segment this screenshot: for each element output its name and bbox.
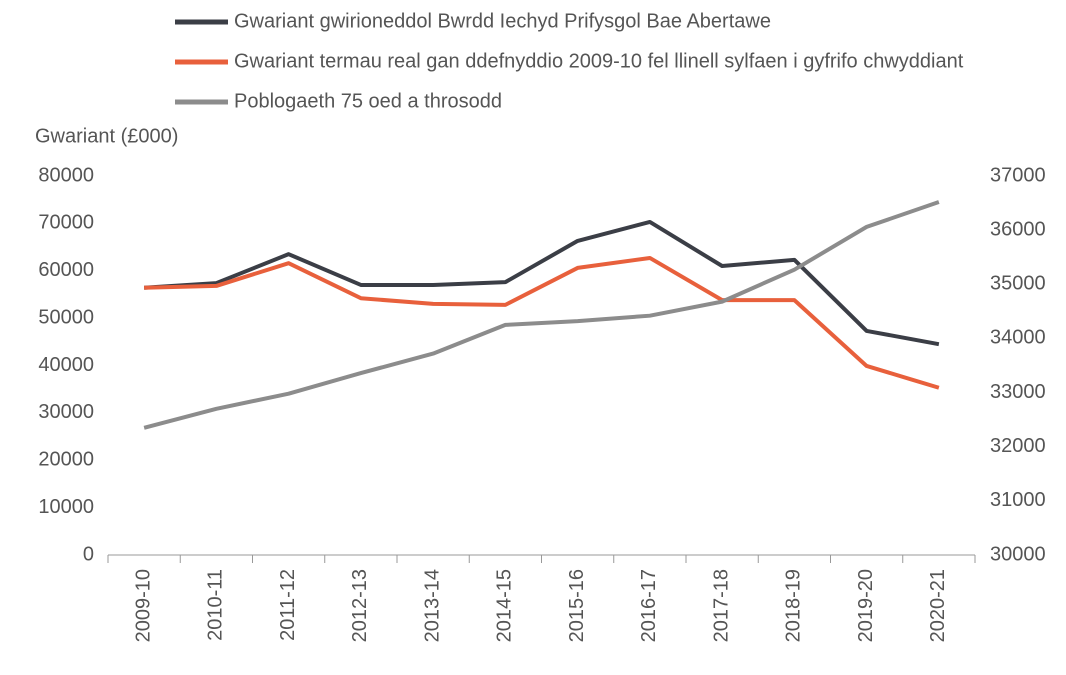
series-line bbox=[143, 219, 940, 347]
legend-label: Poblogaeth 75 oed a throsodd bbox=[234, 90, 502, 112]
y2-tick-label: 34000 bbox=[990, 327, 1046, 349]
y-tick-label: 40000 bbox=[38, 354, 94, 376]
x-tick-label: 2011-12 bbox=[277, 569, 299, 641]
y2-tick-label: 32000 bbox=[990, 435, 1046, 457]
x-tick-label: 2020-21 bbox=[927, 569, 949, 642]
x-tick-label: 2013-14 bbox=[421, 569, 443, 642]
y-tick-label: 70000 bbox=[38, 212, 94, 234]
y-tick-label: 0 bbox=[83, 543, 94, 565]
x-tick-label: 2017-18 bbox=[710, 569, 732, 642]
y2-tick-label: 35000 bbox=[990, 273, 1046, 295]
y-tick-label: 20000 bbox=[38, 449, 94, 471]
y-tick-label: 30000 bbox=[38, 401, 94, 423]
series-line bbox=[143, 200, 940, 430]
x-tick-label: 2016-17 bbox=[638, 569, 660, 642]
x-tick-label: 2019-20 bbox=[855, 569, 877, 642]
x-tick-label: 2010-11 bbox=[205, 569, 227, 641]
y2-tick-label: 33000 bbox=[990, 381, 1046, 403]
y-axis-label: Gwariant (£000) bbox=[35, 125, 178, 147]
x-tick-label: 2012-13 bbox=[349, 569, 371, 642]
legend-label: Gwariant termau real gan ddefnyddio 2009… bbox=[234, 50, 964, 72]
x-tick-label: 2015-16 bbox=[566, 569, 588, 642]
series-line bbox=[144, 255, 940, 390]
y2-tick-label: 36000 bbox=[990, 218, 1046, 240]
x-tick-label: 2009-10 bbox=[132, 569, 154, 642]
y2-tick-label: 37000 bbox=[990, 164, 1046, 186]
y2-tick-label: 31000 bbox=[990, 489, 1046, 511]
x-tick-label: 2014-15 bbox=[494, 569, 516, 642]
y-tick-label: 60000 bbox=[38, 259, 94, 281]
y2-tick-label: 30000 bbox=[990, 543, 1046, 565]
y-tick-label: 10000 bbox=[38, 496, 94, 518]
x-tick-label: 2018-19 bbox=[783, 569, 805, 642]
y-tick-label: 80000 bbox=[38, 164, 94, 186]
y-tick-label: 50000 bbox=[38, 306, 94, 328]
legend-label: Gwariant gwirioneddol Bwrdd Iechyd Prify… bbox=[234, 10, 771, 32]
